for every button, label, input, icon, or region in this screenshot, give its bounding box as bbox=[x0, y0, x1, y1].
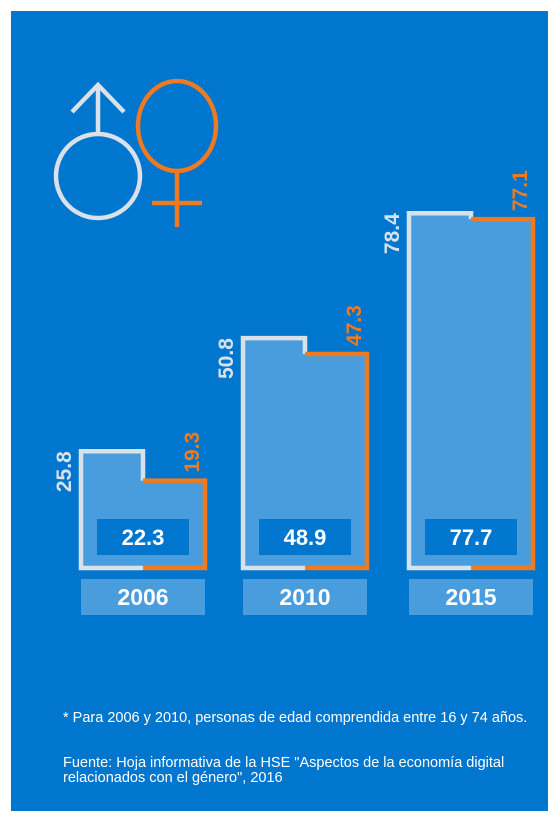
year-label: 2010 bbox=[279, 584, 330, 610]
year-box bbox=[243, 579, 367, 615]
bar-outline-men bbox=[240, 335, 308, 571]
bar-outline-women bbox=[143, 478, 208, 571]
male-symbol-icon bbox=[53, 81, 143, 221]
bar-outline-women bbox=[305, 351, 370, 571]
bar-outline-men bbox=[78, 449, 146, 571]
men-value-label: 78.4 bbox=[381, 213, 404, 254]
men-value-label: 50.8 bbox=[215, 338, 238, 379]
total-value-label: 22.3 bbox=[122, 525, 165, 550]
year-label: 2006 bbox=[117, 584, 168, 610]
year-label: 2015 bbox=[445, 584, 496, 610]
women-value-label: 77.1 bbox=[509, 170, 532, 211]
year-box bbox=[409, 579, 533, 615]
footnote: * Para 2006 y 2010, personas de edad com… bbox=[63, 710, 528, 726]
bar bbox=[409, 213, 533, 569]
year-box bbox=[81, 579, 205, 615]
men-value-label: 25.8 bbox=[53, 451, 76, 492]
bar-outline-women bbox=[471, 216, 536, 571]
bar bbox=[243, 338, 367, 568]
source-note: Fuente: Hoja informativa de la HSE "Aspe… bbox=[63, 755, 505, 786]
total-value-box bbox=[259, 519, 351, 555]
total-value-box bbox=[425, 519, 517, 555]
infographic-panel: 22.3 2006 25.8 19.3 48.9 2010 50.8 47.3 77.7 2015… bbox=[11, 11, 548, 811]
female-symbol-icon bbox=[135, 78, 219, 227]
bar-outline-men bbox=[406, 210, 474, 571]
total-value-label: 77.7 bbox=[450, 525, 493, 550]
women-value-label: 47.3 bbox=[343, 305, 366, 346]
women-value-label: 19.3 bbox=[181, 432, 204, 473]
total-value-label: 48.9 bbox=[284, 525, 327, 550]
total-value-box bbox=[97, 519, 189, 555]
gender-bar-chart: 22.3 2006 25.8 19.3 48.9 2010 50.8 47.3 77.7 2015… bbox=[53, 78, 536, 615]
